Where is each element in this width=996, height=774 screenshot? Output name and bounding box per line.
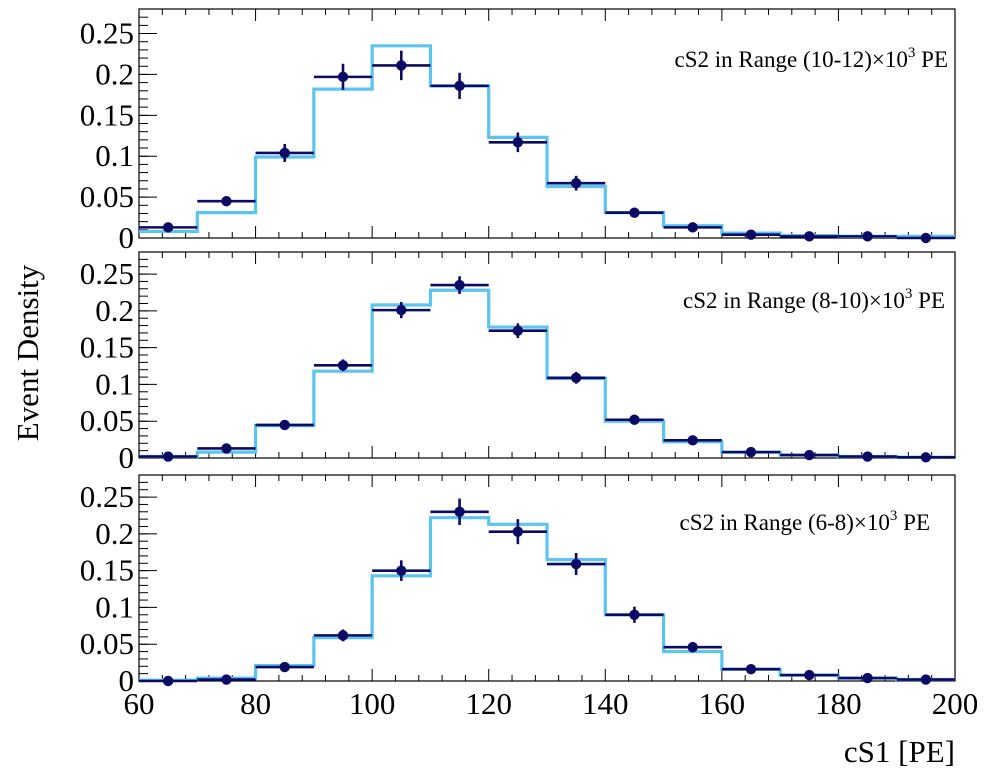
panel-1: 0 0.05 0.1 0.15 0.2 0.25 cS2 in Range (10-12)×… [80,8,956,255]
panel-label: cS2 in Range (6-8)×103 PE [680,508,930,535]
data-point [337,360,349,371]
panel-label-unit: PE [897,510,930,535]
data-point [862,451,873,462]
data-point [687,222,698,233]
data-point [570,178,582,189]
y-tick-label: 0.25 [80,479,134,514]
data-point [629,609,640,620]
y-tick-label: 0.1 [95,589,134,624]
panel-3: 00.050.10.150.20.25 cS2 in Range (6-8)×10… [80,474,956,698]
x-axis-title: cS1 [PE] [844,734,955,769]
y-tick-label: 0.05 [80,626,134,661]
data-point [804,449,815,461]
data-point [162,451,174,462]
panel-label-unit: PE [915,47,948,72]
panel-label-exponent: 3 [905,286,913,302]
data-point [512,526,524,537]
data-point [920,452,932,463]
panel-label-unit: PE [912,288,945,313]
x-tick-label: 120 [465,686,512,721]
y-tick-label: 0 [119,663,135,698]
y-tick-label: 0.2 [95,293,134,328]
data-point [279,661,290,673]
x-tick-label: 100 [349,686,396,721]
data-point [221,674,232,685]
model-histogram [139,288,955,459]
y-tick-label: 0.15 [80,330,134,365]
data-point [920,232,932,244]
data-point [279,419,290,431]
data-point [512,137,524,148]
data-point [862,231,873,242]
x-tick-label: 200 [932,686,979,721]
panel-label-exponent: 3 [908,45,916,61]
panel-frame [138,8,956,239]
data-point [745,229,757,240]
data-point [396,60,407,71]
y-tick-label: 0.2 [95,516,134,551]
data-point [804,669,815,681]
y-tick-label: 0 [119,440,135,475]
model-histogram [139,516,955,682]
panel-label-exponent: 3 [890,508,898,524]
data-point [337,630,349,641]
y-tick-label: 0.15 [80,553,134,588]
data-point [920,674,932,685]
panel-label-main: cS2 in Range (8-10)×10 [683,288,905,313]
y-tick-label: 0.05 [80,179,134,214]
y-tick-label: 0.25 [80,256,134,291]
x-tick-label: 60 [124,686,155,721]
y-tick-label: 0.05 [80,403,134,438]
data-point [570,372,582,384]
data-point [221,195,232,207]
y-tick-label: 0.1 [95,138,134,173]
data-point [221,443,232,454]
y-tick-label: 0.2 [95,56,134,91]
data-point [162,222,174,233]
data-point [454,80,465,92]
x-tick-label: 140 [582,686,629,721]
data-point [804,231,815,242]
panel-frame [138,474,956,682]
x-axis: 60 80 100 120 140 160 180 200 [124,686,979,721]
panel-2: 00.050.10.150.20.25 cS2 in Range (8-10)×1… [80,251,956,475]
data-point [862,672,873,684]
data-point [396,565,407,576]
y-axis-title: Event Density [10,264,45,441]
data-point [570,558,582,570]
data-point [279,147,290,159]
data-point [687,641,698,653]
model-histogram [139,44,955,238]
y-tick-label: 0 [119,220,135,255]
data-point [629,414,640,425]
data-point [629,207,640,218]
data-point [454,279,465,291]
y-tick-label: 0.15 [80,97,134,132]
data-point [745,446,757,458]
panel-label: cS2 in Range (8-10)×103 PE [683,286,945,313]
panel-label-main: cS2 in Range (10-12)×10 [675,47,908,72]
data-point [337,71,349,83]
data-point [454,506,465,517]
data-point [396,304,407,316]
data-point [162,675,174,687]
y-tick-label: 0.25 [80,16,134,51]
y-tick-label: 0.1 [95,366,134,401]
data-point [512,325,524,336]
data-point [745,664,757,675]
data-point [687,435,698,446]
x-tick-label: 180 [815,686,862,721]
x-tick-label: 160 [699,686,746,721]
panel-label-main: cS2 in Range (6-8)×10 [680,510,890,535]
panel-label: cS2 in Range (10-12)×103 PE [675,45,948,72]
x-tick-label: 80 [240,686,271,721]
